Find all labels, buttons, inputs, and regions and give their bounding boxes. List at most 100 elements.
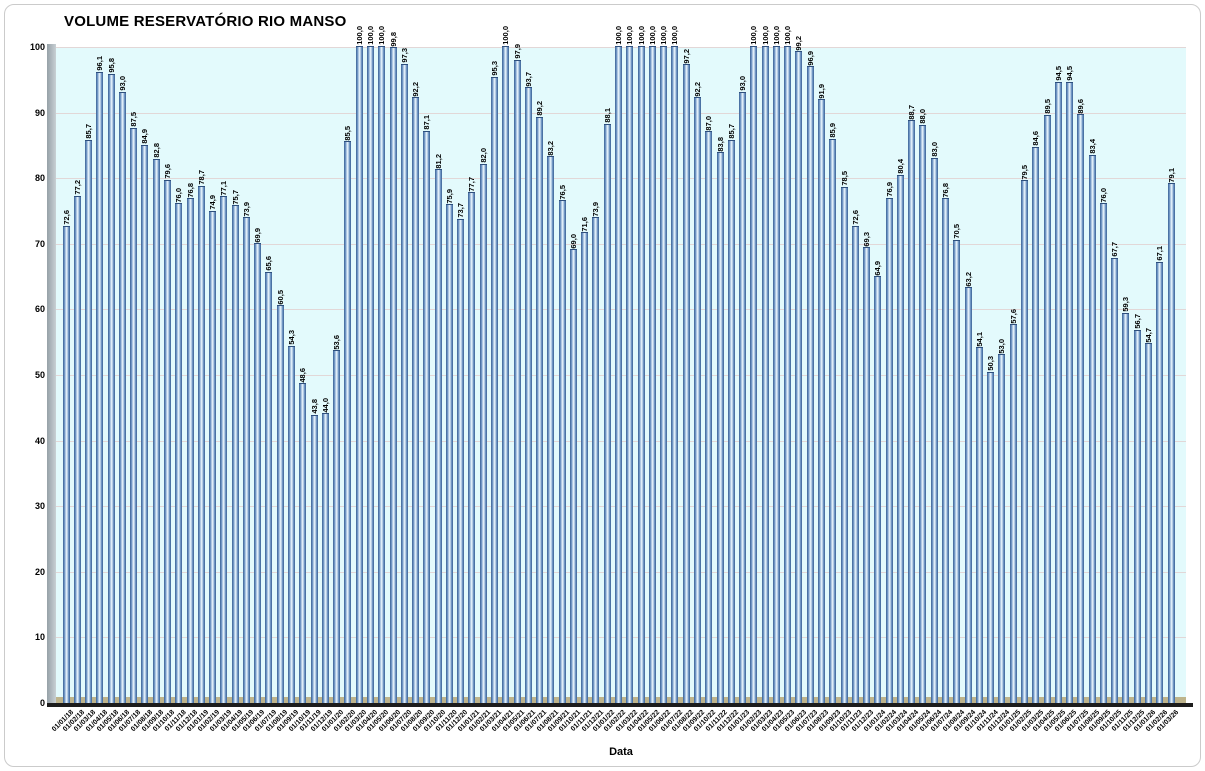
bar-value-label: 76,8 [941, 182, 951, 198]
bar [547, 156, 555, 703]
y-tick-label: 70 [34, 238, 45, 249]
bar [1054, 82, 1062, 703]
y-tick-label: 50 [34, 370, 45, 380]
bar-value-label: 83,8 [715, 136, 725, 152]
bar-value-label: 76,5 [557, 184, 567, 200]
bar-value-label: 100,0 [783, 26, 793, 45]
bar [152, 158, 160, 703]
bar-value-label: 75,9 [444, 188, 454, 204]
bar [975, 347, 983, 703]
bar [1043, 114, 1051, 703]
bar [242, 217, 250, 703]
bar-value-label: 88,0 [918, 109, 928, 124]
bar [1167, 183, 1175, 703]
bar-value-label: 69,9 [253, 227, 263, 243]
bar [660, 46, 668, 703]
bar-value-label: 44,0 [320, 397, 330, 413]
bar [558, 200, 566, 703]
bar [1020, 180, 1028, 703]
bar-value-label: 87,1 [422, 115, 432, 130]
bar [953, 239, 961, 703]
bar-value-label: 83,4 [1087, 139, 1097, 154]
bar [592, 217, 600, 703]
bar [772, 46, 780, 703]
bar-value-label: 59,3 [1121, 297, 1131, 312]
bar-value-label: 100,0 [501, 26, 511, 45]
bar-value-label: 54,7 [1143, 327, 1153, 343]
bar [355, 46, 363, 703]
bar [378, 46, 386, 703]
bar-value-label: 48,6 [298, 367, 308, 383]
bar [310, 414, 318, 703]
bar-value-label: 67,7 [1110, 242, 1120, 257]
bar [276, 305, 284, 703]
bar-value-label: 88,7 [907, 104, 917, 120]
bar-value-label: 43,8 [309, 399, 319, 414]
plot-area: 72,6 77,2 85,7 96,1 95,8 93,0 87,5 84,9 82,8 79,6… [56, 26, 1186, 703]
y-tick-label: 30 [34, 501, 45, 512]
bar-value-label: 95,3 [489, 61, 499, 76]
bar-value-label: 81,2 [433, 153, 443, 169]
bar [73, 195, 81, 703]
bar-value-label: 100,0 [377, 26, 387, 45]
bar-value-label: 77,2 [72, 179, 82, 195]
bar [62, 225, 70, 703]
bar-value-label: 100,0 [625, 26, 635, 45]
bar-value-label: 92,2 [692, 81, 702, 97]
bar-value-label: 76,0 [1098, 187, 1108, 203]
bar [1077, 114, 1085, 703]
bar-value-label: 79,1 [1166, 167, 1176, 183]
bar-value-label: 57,6 [1008, 308, 1018, 324]
bar [682, 64, 690, 703]
bar-value-label: 85,5 [343, 125, 353, 141]
bar-value-label: 78,5 [839, 171, 849, 187]
bar [118, 91, 126, 703]
bar-value-label: 83,0 [929, 141, 939, 157]
bar [693, 97, 701, 703]
bar [806, 66, 814, 703]
bar-value-label: 79,6 [162, 164, 172, 179]
bar [942, 198, 950, 703]
bar-value-label: 93,0 [738, 76, 748, 91]
bar [457, 218, 465, 703]
bar [1066, 82, 1074, 703]
bar-value-label: 80,4 [895, 158, 905, 174]
bar [1009, 324, 1017, 703]
bar [817, 99, 825, 703]
bar [784, 46, 792, 703]
bar [536, 116, 544, 703]
bar-value-label: 75,7 [230, 189, 240, 205]
bar [434, 169, 442, 703]
bar [840, 187, 848, 703]
bar-value-label: 72,6 [850, 210, 860, 225]
bar [141, 145, 149, 703]
bar-value-label: 97,2 [681, 48, 691, 64]
bar [220, 196, 228, 703]
bar [829, 138, 837, 703]
bar [930, 157, 938, 703]
bar [479, 164, 487, 703]
bar-value-label: 100,0 [365, 26, 375, 45]
bar-value-label: 99,8 [388, 31, 398, 47]
bar-value-label: 78,7 [196, 170, 206, 185]
bar [1111, 257, 1119, 703]
bar [468, 192, 476, 703]
bar-value-label: 99,2 [794, 35, 804, 51]
bar [908, 120, 916, 703]
bar-value-label: 100,0 [659, 26, 669, 45]
bar-value-label: 77,7 [467, 176, 477, 192]
bar [987, 372, 995, 703]
bar-value-label: 85,7 [726, 124, 736, 139]
y-tick-label: 10 [34, 632, 45, 643]
bar [163, 179, 171, 703]
bar [964, 287, 972, 703]
y-tick-label: 0 [39, 698, 45, 708]
bar [513, 59, 521, 703]
bar-value-label: 96,9 [805, 50, 815, 66]
bar-value-label: 100,0 [354, 26, 364, 45]
bar-value-label: 93,7 [523, 71, 533, 87]
bar-value-label: 94,5 [1065, 66, 1075, 82]
bar-value-label: 82,8 [151, 143, 161, 158]
bar-value-label: 64,9 [873, 260, 883, 276]
bar [333, 350, 341, 703]
